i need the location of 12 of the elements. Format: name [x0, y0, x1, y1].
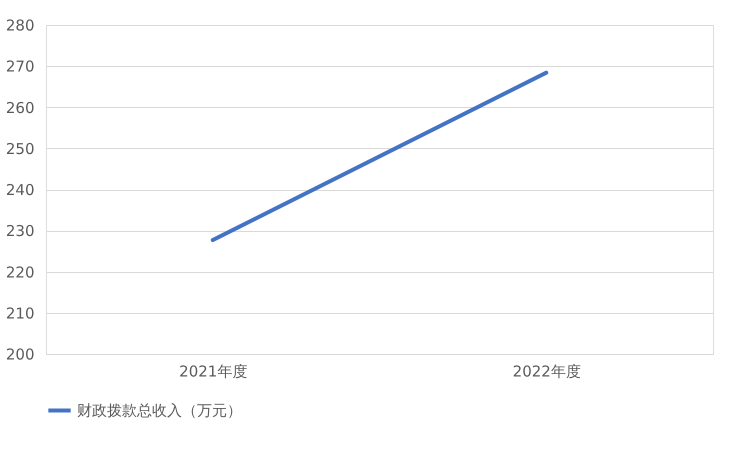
- y-tick-label: 210: [6, 304, 34, 322]
- y-tick-label: 260: [6, 98, 34, 117]
- y-tick-label: 280: [6, 16, 34, 34]
- y-tick-label: 230: [6, 222, 34, 240]
- x-tick-label: 2022年度: [512, 362, 581, 380]
- legend-label: 财政拨款总收入（万元）: [77, 402, 242, 420]
- y-tick-label: 220: [6, 263, 34, 282]
- y-tick-label: 250: [6, 140, 34, 158]
- x-tick-label: 2021年度: [179, 362, 248, 380]
- y-tick-label: 200: [6, 346, 34, 364]
- y-tick-label: 270: [6, 58, 34, 76]
- y-tick-label: 240: [6, 181, 34, 199]
